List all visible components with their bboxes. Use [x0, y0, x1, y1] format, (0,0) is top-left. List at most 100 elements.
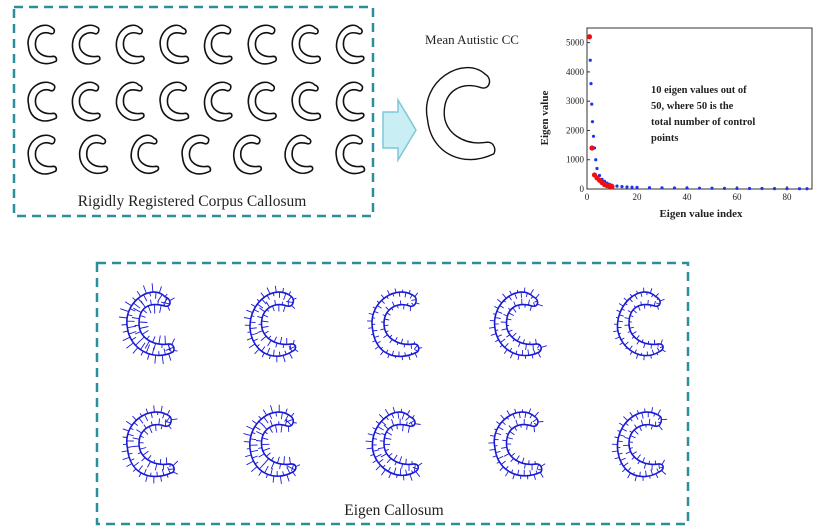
- chart-point-blue: [635, 185, 639, 189]
- eigen-cc-mode: [488, 408, 546, 480]
- eigen-cc-outline: [249, 411, 297, 477]
- registered-cc-panel-border: [12, 5, 375, 218]
- registered-cc-shapes: [27, 24, 366, 175]
- y-tick-label: 1000: [566, 155, 585, 165]
- chart-point-red: [589, 145, 595, 151]
- chart-point-red: [609, 184, 615, 190]
- y-tick-label: 0: [580, 184, 585, 194]
- eigen-cc-mode: [611, 407, 668, 482]
- registered-cc-outline: [335, 81, 365, 122]
- eigen-cc-spikes: [611, 407, 668, 482]
- chart-point-blue: [710, 186, 714, 190]
- chart-point-blue: [760, 186, 764, 191]
- eigen-cc-spikes: [243, 404, 301, 484]
- eigen-cc-mode: [367, 288, 423, 361]
- chart-point-blue: [672, 186, 677, 190]
- registered-cc-outline: [115, 81, 145, 122]
- eigen-cc-mode: [365, 406, 423, 481]
- chart-point-blue: [647, 186, 652, 190]
- eigen-cc-spikes: [365, 406, 423, 481]
- chart-point-blue: [588, 58, 592, 62]
- chart-y-label: Eigen value: [539, 91, 551, 146]
- chart-point-blue: [772, 186, 777, 191]
- registered-cc-outline: [247, 24, 278, 65]
- eigen-cc-spikes: [121, 405, 179, 484]
- registered-cc-outline: [232, 134, 263, 175]
- chart-x-label: Eigen value index: [659, 208, 743, 220]
- eigenvalue-chart: 0 20 40 60 80 0 1000 2000 3000 4000 5000 Eigen val…: [539, 27, 813, 220]
- chart-point-blue: [797, 187, 802, 191]
- eigen-cc-panel: Eigen Callosum: [95, 261, 690, 526]
- mean-cc-shape: [425, 67, 496, 161]
- registered-cc-outline: [130, 134, 160, 175]
- registered-cc-outline: [284, 134, 314, 175]
- eigen-cc-outline: [371, 411, 420, 477]
- y-tick-label: 3000: [566, 96, 585, 106]
- mean-cc-title: Mean Autistic CC: [425, 32, 519, 47]
- chart-point-blue: [722, 186, 727, 190]
- eigen-cc-outline: [616, 291, 664, 357]
- chart-point-blue: [697, 186, 702, 190]
- chart-point-blue: [747, 186, 752, 191]
- y-tick-label: 4000: [566, 67, 585, 77]
- chart-point-blue: [625, 185, 629, 189]
- eigen-cc-title: Eigen Callosum: [344, 502, 443, 519]
- eigen-cc-mode: [244, 285, 299, 363]
- chart-point-blue: [660, 186, 664, 190]
- chart-point-blue: [589, 82, 593, 86]
- eigen-cc-spikes: [613, 287, 666, 361]
- mean-cc-outline: [425, 67, 496, 161]
- chart-point-blue: [615, 184, 619, 188]
- eigen-cc-spikes: [367, 288, 423, 361]
- registered-cc-outline: [291, 81, 322, 122]
- chart-point-blue: [685, 186, 689, 190]
- y-tick-label: 5000: [566, 38, 585, 48]
- chart-point-red: [586, 34, 593, 40]
- registered-cc-outline: [71, 81, 101, 122]
- registered-cc-outline: [27, 81, 58, 122]
- right-arrow-icon: [382, 97, 417, 163]
- chart-point-blue: [805, 187, 809, 191]
- eigen-cc-panel-border: [95, 261, 690, 526]
- chart-point-blue: [620, 185, 624, 189]
- eigen-cc-spikes: [118, 283, 178, 365]
- x-tick-label: 80: [783, 192, 793, 202]
- eigen-cc-outline: [493, 291, 542, 357]
- registered-cc-outline: [335, 24, 365, 65]
- registered-cc-outline: [27, 24, 58, 65]
- registered-cc-outline: [78, 134, 109, 175]
- eigen-cc-mode: [243, 404, 301, 484]
- registered-cc-outline: [247, 81, 277, 122]
- chart-point-blue: [594, 158, 598, 162]
- registered-cc-outline: [203, 24, 233, 65]
- chart-annotation: 10 eigen values out of 50, where 50 is th…: [651, 85, 755, 144]
- chart-point-blue: [735, 186, 739, 191]
- chart-point-blue: [595, 166, 599, 171]
- registered-cc-outline: [71, 24, 101, 65]
- x-tick-label: 20: [633, 192, 643, 202]
- registered-cc-outline: [27, 134, 58, 175]
- eigen-cc-outline: [493, 411, 543, 477]
- registered-cc-outline: [291, 24, 321, 65]
- eigen-cc-outline: [616, 411, 664, 478]
- registered-cc-outline: [159, 81, 190, 122]
- registered-cc-title: Rigidly Registered Corpus Callosum: [78, 193, 307, 210]
- eigen-cc-spikes: [244, 285, 299, 363]
- chart-points: [586, 34, 809, 191]
- chart-ticks: 0 20 40 60 80 0 1000 2000 3000 4000 5000: [566, 38, 792, 202]
- chart-point-blue: [590, 102, 594, 106]
- x-tick-label: 40: [683, 192, 693, 202]
- eigen-cc-spikes: [488, 287, 547, 361]
- y-tick-label: 2000: [566, 125, 585, 135]
- registered-cc-outline: [335, 134, 366, 175]
- x-tick-label: 60: [733, 192, 743, 202]
- eigen-cc-mode: [121, 405, 179, 484]
- eigen-cc-outline: [126, 291, 175, 357]
- registered-cc-outline: [181, 134, 212, 175]
- registered-cc-outline: [159, 24, 190, 65]
- registered-cc-panel: Rigidly Registered Corpus Callosum: [12, 5, 375, 218]
- chart-point-blue: [590, 120, 595, 124]
- x-tick-label: 0: [585, 192, 590, 202]
- registered-cc-outline: [115, 24, 145, 65]
